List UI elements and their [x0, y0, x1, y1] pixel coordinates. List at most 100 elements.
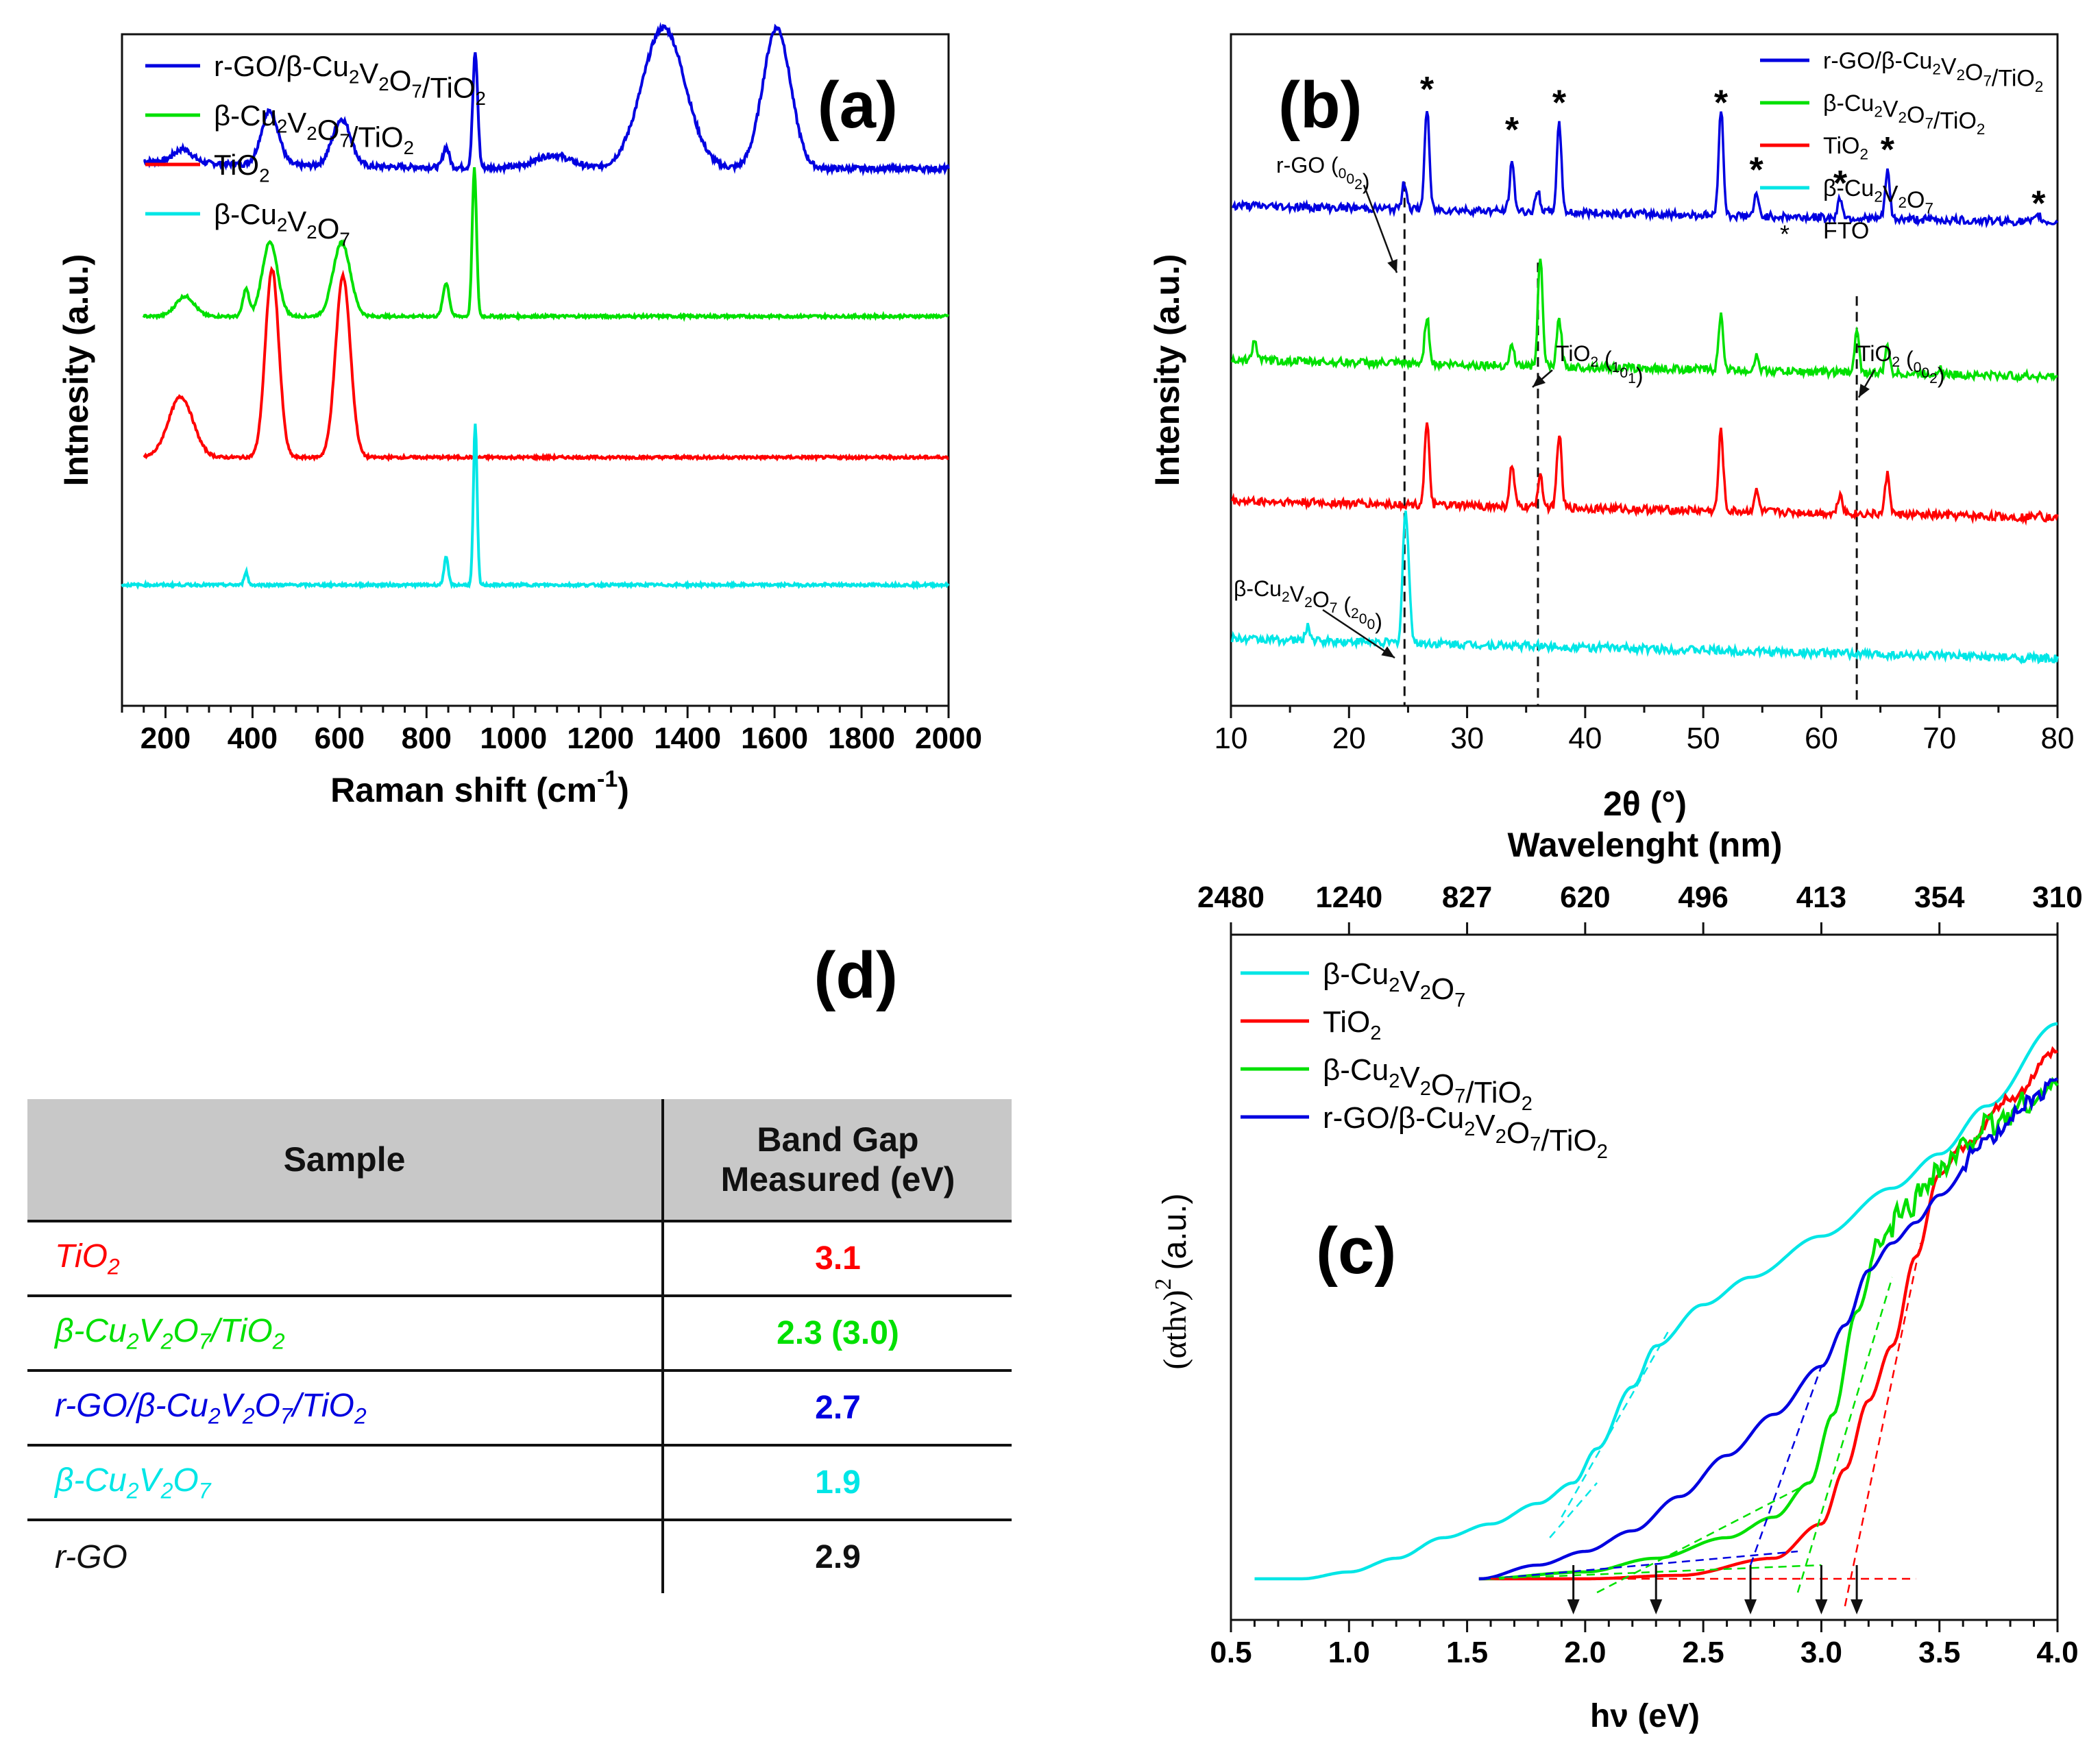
fto-star: *: [2031, 184, 2046, 224]
panel-c-top-ticks: 2480 1240 827 620 496 413 354 310: [1197, 881, 2083, 935]
x-tick-label: 3.0: [1800, 1636, 1842, 1669]
row-band-gap: 2.9: [815, 1539, 861, 1575]
annotation-arrow: [1363, 184, 1398, 273]
fto-star: *: [1833, 164, 1848, 204]
tangent-line: [1549, 1482, 1598, 1538]
band-gap-arrow-head: [1650, 1599, 1663, 1614]
legend-entry: TiO2: [1823, 133, 1868, 163]
panel-b-series: [1230, 110, 2059, 665]
panel-c-ylabel: (αthν)2(a.u.): [1151, 1193, 1193, 1369]
series-line: [121, 423, 950, 591]
panel-c-frame: [1230, 933, 2059, 1621]
fto-star: *: [1505, 110, 1519, 150]
tangent-line: [1844, 1242, 1922, 1607]
peak-annotation: TiO2 (002): [1857, 341, 1945, 388]
x-tick-label: 4.0: [2036, 1636, 2078, 1669]
header-sample: Sample: [27, 1099, 664, 1222]
legend-entry: TiO2: [214, 149, 270, 186]
panel-c-band-gap-arrows: [1567, 1565, 1864, 1614]
top-tick-label: 1240: [1315, 881, 1382, 914]
x-tick-label: 70: [1922, 722, 1956, 755]
x-tick-label: 3.5: [1918, 1636, 1960, 1669]
peak-annotation: r-GO (002): [1276, 153, 1370, 194]
top-tick-label: 2480: [1197, 881, 1265, 914]
x-tick-label: 400: [228, 722, 278, 755]
arrow-head: [1387, 259, 1397, 273]
x-tick-label: 1800: [828, 722, 895, 755]
panel-b: 10 20 30 40 50 60 70 80 * * * * * * * * r-GO (002) TiO2…: [1148, 33, 2075, 823]
legend-star: *: [1780, 220, 1790, 248]
x-tick-label: 1400: [654, 722, 721, 755]
x-tick-label: 1000: [480, 722, 547, 755]
series-line: [143, 265, 949, 463]
x-tick-label: 30: [1450, 722, 1484, 755]
legend-entry: β-Cu2V2O7/TiO2: [1823, 90, 1985, 138]
panel-c-xlabel: hν (eV): [1590, 1698, 1700, 1734]
band-gap-arrow-head: [1567, 1599, 1580, 1614]
panel-c-top-axis-label: Wavelenght (nm): [1508, 826, 1783, 864]
x-tick-label: 800: [402, 722, 452, 755]
table-row: β-Cu2V2O7/TiO2 2.3 (3.0): [27, 1296, 1012, 1372]
x-tick-label: 10: [1214, 722, 1248, 755]
top-tick-label: 413: [1796, 881, 1846, 914]
table-row: TiO2 3.1: [27, 1221, 1012, 1297]
panel-c-label: (c): [1316, 1214, 1396, 1288]
band-gap-arrow-head: [1815, 1599, 1828, 1614]
band-gap-arrow-head: [1744, 1599, 1757, 1614]
annotation-arrow: [1322, 608, 1395, 659]
panel-b-x-ticks: 10 20 30 40 50 60 70 80: [1214, 706, 2075, 755]
band-gap-arrow-head: [1851, 1599, 1864, 1614]
x-tick-label: 0.5: [1210, 1636, 1252, 1669]
panel-a-xlabel: Raman shift (cm-1): [330, 766, 629, 809]
fto-star: *: [1552, 84, 1567, 123]
panel-c-x-ticks: 0.5 1.0 1.5 2.0 2.5 3.0 3.5 4.0: [1210, 1620, 2079, 1669]
table-row: β-Cu2V2O7 1.9: [27, 1445, 1012, 1521]
x-tick-label: 2.0: [1564, 1636, 1606, 1669]
x-tick-label: 600: [315, 722, 365, 755]
legend-entry: TiO2: [1323, 1005, 1381, 1044]
table-row: r-GO/β-Cu2V2O7/TiO2 2.7: [27, 1370, 1012, 1447]
panel-d-label: (d): [814, 939, 898, 1012]
panel-b-label: (b): [1278, 69, 1363, 142]
arrow-head: [1533, 375, 1546, 387]
legend-entry: FTO: [1823, 218, 1869, 244]
row-sample: TiO2: [27, 1221, 664, 1297]
top-tick-label: 354: [1914, 881, 1965, 914]
x-tick-label: 200: [141, 722, 191, 755]
x-tick-label: 2.5: [1683, 1636, 1724, 1669]
peak-annotation: β-Cu2V2O7 (200): [1234, 576, 1382, 634]
series-line: [1231, 258, 2058, 384]
top-tick-label: 496: [1678, 881, 1728, 914]
panel-c: Wavelenght (nm) 0.5 1.0 1.5 2.0 2.5 3.0 3.5 4.0…: [1151, 826, 2083, 1734]
x-tick-label: 60: [1805, 722, 1838, 755]
panel-a-ylabel: Intnesity (a.u.): [57, 254, 95, 487]
table-body: TiO2 3.1 β-Cu2V2O7/TiO2 2.3 (3.0) r-GO/β-Cu2…: [27, 1221, 1012, 1593]
panel-b-ylabel: Intensity (a.u.): [1148, 254, 1186, 487]
legend-entry: β-Cu2V2O7: [1823, 175, 1933, 217]
panel-b-annotations: r-GO (002) TiO2 (101) TiO2 (002) β-Cu2V2O7 …: [1234, 153, 1945, 659]
top-tick-label: 827: [1442, 881, 1492, 914]
legend-entry: β-Cu2V2O7: [214, 198, 350, 250]
legend-entry: β-Cu2V2O7: [1323, 957, 1465, 1011]
arrow-head: [1859, 384, 1870, 397]
tangent-line: [1796, 1277, 1893, 1593]
panel-c-tangent-lines: [1490, 1242, 1922, 1607]
legend-entry: r-GO/β-Cu2V2O7/TiO2: [214, 50, 486, 109]
row-sample: β-Cu2V2O7: [27, 1445, 664, 1521]
legend-entry: β-Cu2V2O7/TiO2: [214, 99, 414, 158]
x-tick-label: 1200: [567, 722, 634, 755]
fto-star: *: [1750, 151, 1764, 190]
x-tick-label: 2000: [915, 722, 982, 755]
fto-star: *: [1420, 70, 1434, 110]
panel-a-label: (a): [818, 69, 898, 142]
x-tick-label: 50: [1687, 722, 1720, 755]
panel-b-dashed-lines: [1403, 182, 1858, 706]
panel-a-series: [121, 22, 950, 591]
x-tick-label: 80: [2041, 722, 2075, 755]
row-sample: r-GO: [27, 1520, 664, 1593]
tangent-line: [1596, 1481, 1810, 1594]
